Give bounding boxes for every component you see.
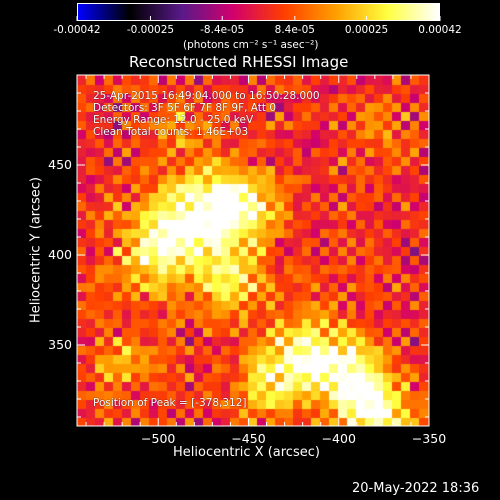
y-tick-label: 350 [48, 336, 72, 352]
y-tick-label: 400 [48, 246, 72, 262]
timestamp: 20-May-2022 18:36 [352, 481, 480, 496]
x-tick-label: −450 [231, 431, 266, 446]
chart-title: Reconstructed RHESSI Image [129, 53, 349, 71]
peak-position-label: Position of Peak = [-378,312] [93, 397, 247, 409]
x-axis-label: Heliocentric X (arcsec) [173, 445, 320, 460]
colorbar-tick-label: 0.00025 [344, 24, 389, 36]
x-tick-label: −500 [141, 431, 176, 446]
colorbar-tick-label: 0.00042 [418, 24, 462, 36]
y-axis-label: Heliocentric Y (arcsec) [28, 177, 44, 323]
x-tick-label: −350 [411, 431, 447, 446]
colorbar [77, 3, 440, 21]
colorbar-tick-label: -0.00042 [53, 24, 101, 36]
y-tick-label: 450 [48, 156, 72, 172]
annotation-time: 25-Apr-2015 16:49:04.000 to 16:50:28.000 [93, 90, 320, 102]
colorbar-tick-label: 8.4e-05 [274, 24, 315, 36]
x-tick-label: −400 [321, 431, 356, 446]
annotation-energy: Energy Range: 12.0 - 25.0 keV [93, 114, 254, 126]
colorbar-tick-label: -8.4e-05 [200, 24, 245, 36]
annotation-detectors: Detectors: 3F 5F 6F 7F 8F 9F, Att 0 [93, 102, 277, 114]
colorbar-tick-label: -0.00025 [126, 24, 175, 36]
colorbar-units: (photons cm⁻² s⁻¹ asec⁻²) [183, 39, 319, 51]
annotation-counts: Clean Total counts: 1.46E+03 [93, 126, 249, 138]
